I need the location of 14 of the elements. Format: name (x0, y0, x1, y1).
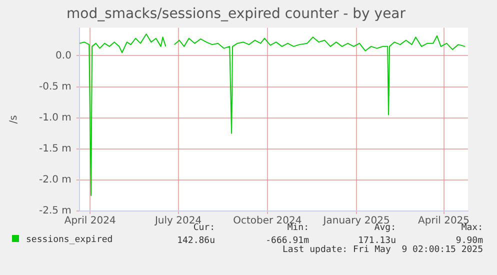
text: Min: -666.91m (266, 223, 309, 246)
text: Cur: 142.86u (177, 223, 215, 248)
x-tick-label: April 2024 (64, 216, 116, 227)
text: Last update: Fri May 9 02:00:15 2025 (282, 245, 483, 255)
y-tick-label: 0.0 (56, 50, 72, 62)
text: Max: 9.90m (456, 223, 483, 246)
y-tick-label: -2.0 m (38, 174, 72, 186)
y-tick-label: -2.5 m (38, 206, 72, 217)
legend-label: sessions_expired (25, 235, 113, 245)
y-axis-title: /s (8, 115, 20, 124)
chart-title: mod_smacks/sessions_expired counter - by year (66, 6, 406, 22)
y-tick-label: -1.0 m (38, 112, 72, 124)
y-tick-label: -1.5 m (38, 143, 72, 154)
y-tick-label: -0.5 m (38, 81, 72, 92)
